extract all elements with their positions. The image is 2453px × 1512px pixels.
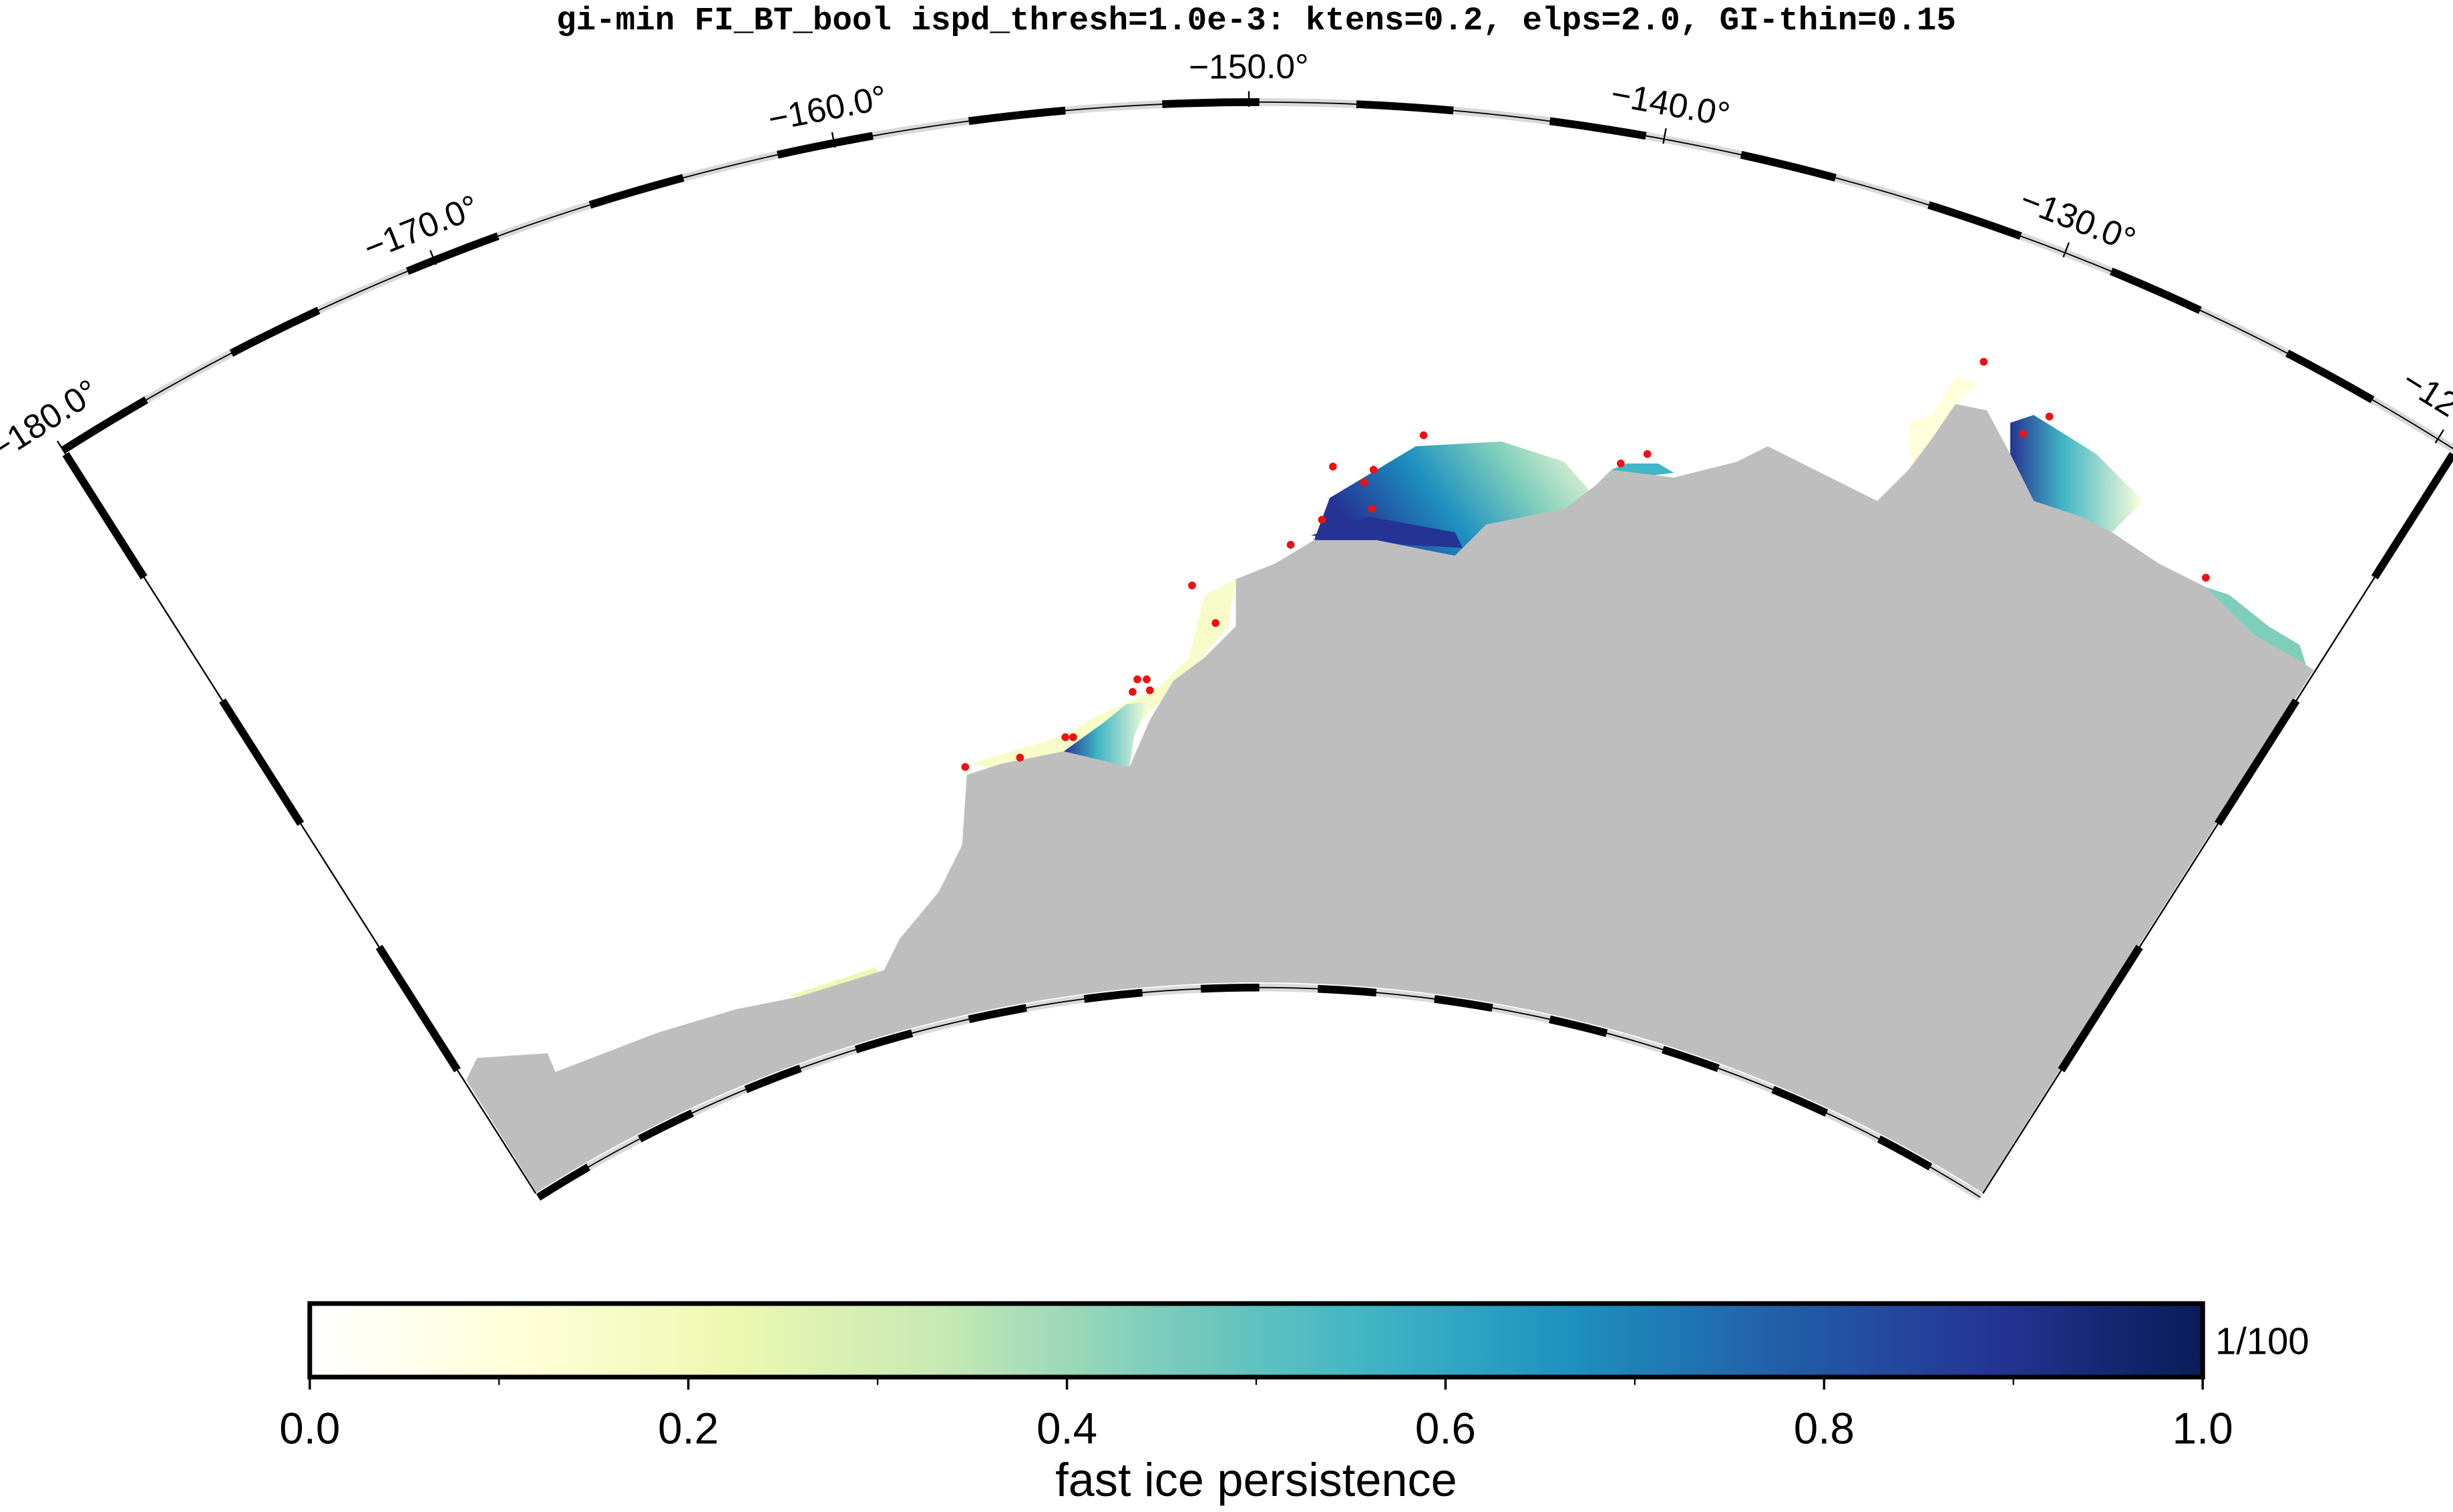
frame-segment [62,451,148,580]
lon-tick-label: −160.0° [765,77,890,138]
frame-segment [2295,576,2376,701]
colorbar-unit: 1/100 [2215,1320,2309,1362]
frame-segment [2371,451,2453,580]
frame-segment [2058,944,2143,1073]
frame-segment [219,698,305,826]
frame-segment [143,576,224,701]
lon-tick-label: −150.0° [1189,47,1309,86]
colorbar-tick-label: 0.6 [1415,1404,1476,1453]
map-title: gi-min FI_BT_bool ispd_thresh=1.0e-3: kt… [556,2,1956,39]
colorbar-label: fast ice persistence [1055,1453,1457,1506]
land [466,403,2314,1193]
colorbar: 1/100 fast ice persistence 0.0 0.2 0.4 0.6 0… [279,1301,2309,1506]
colorbar-scale [307,1301,2205,1380]
colorbar-tick-label: 0.8 [1794,1404,1855,1453]
colorbar-tick-label: 1.0 [2173,1404,2233,1453]
lon-tick [1662,128,1667,144]
frame-segment [375,944,461,1073]
lon-tick [831,132,836,148]
lon-tick-label: −130.0° [2015,180,2140,259]
lon-tick-label: −170.0° [358,187,484,267]
frame-edge [63,101,2453,451]
colorbar-tick-label: 0.4 [1036,1404,1097,1453]
frame-segment [456,1069,537,1194]
lon-tick [2062,242,2070,258]
grounded-icebergs [961,357,2210,771]
frame-segment [300,823,380,948]
frame-edge [538,986,1981,1198]
lon-tick [429,250,437,265]
colorbar-tick-label: 0.2 [658,1404,719,1453]
frame-segment [1982,1069,2062,1194]
lon-tick [2434,429,2444,443]
frame-segment [2215,698,2300,826]
lon-tick-label: −180.0° [0,371,105,468]
lon-tick-label: −140.0° [1608,74,1733,134]
colorbar-tick-label: 0.0 [279,1404,340,1453]
lon-tick [56,440,67,455]
frame-segment [2138,823,2219,948]
